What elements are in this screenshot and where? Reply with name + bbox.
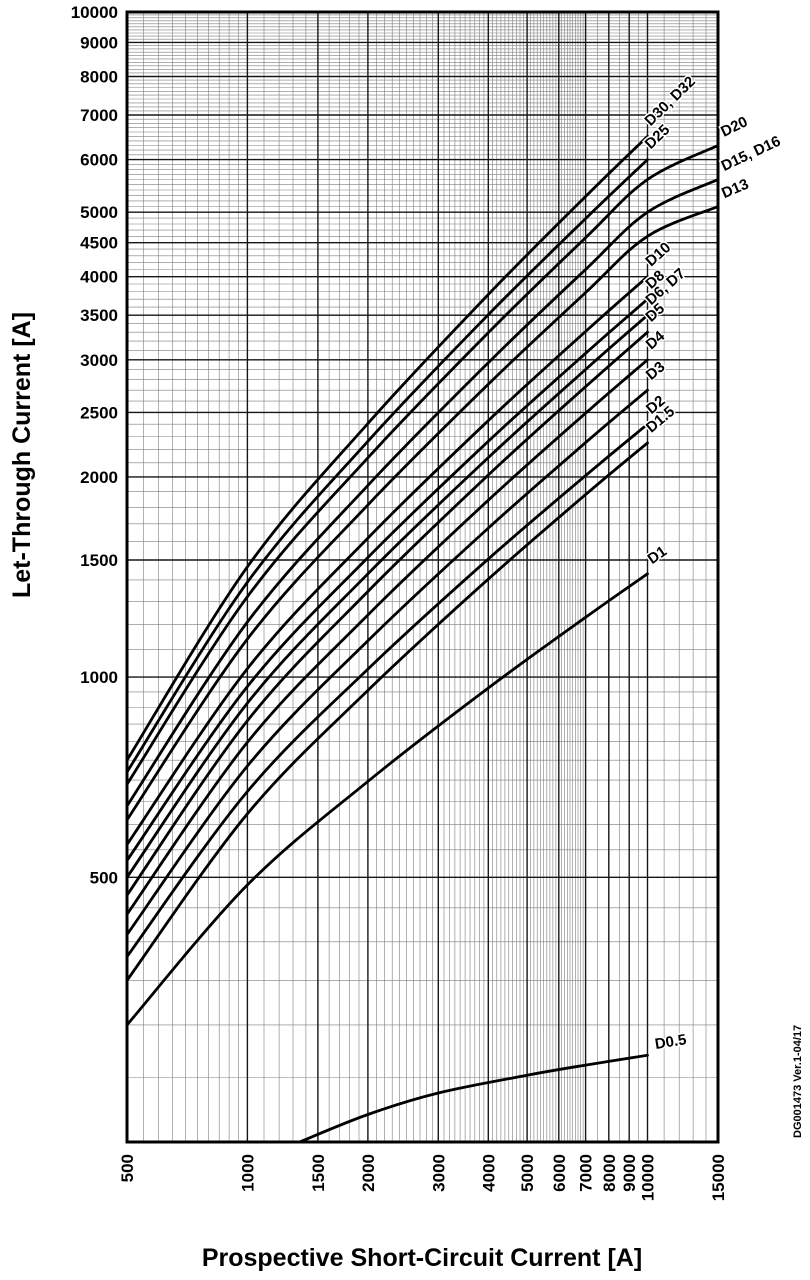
- curve-d4: [125, 358, 649, 916]
- curve-d13: [125, 205, 720, 822]
- y-tick-label: 5000: [80, 203, 118, 222]
- y-tick-label: 7000: [80, 106, 118, 125]
- curve-d1.5: [125, 441, 649, 982]
- x-tick-label: 3000: [429, 1154, 448, 1192]
- plot-frame: [125, 10, 720, 1144]
- x-tick-label: 1000: [238, 1154, 257, 1192]
- y-tick-label: 1000: [80, 668, 118, 687]
- curve-d8: [125, 297, 649, 862]
- curve-d20: [125, 144, 720, 786]
- curve-label: D4: [643, 327, 669, 353]
- x-tick-label: 15000: [709, 1154, 728, 1201]
- x-tick-label: 8000: [600, 1154, 619, 1192]
- y-tick-label: 6000: [80, 151, 118, 170]
- x-tick-label: 6000: [550, 1154, 569, 1192]
- curve-d30-d32: [125, 135, 649, 762]
- x-tick-label: 2000: [359, 1154, 378, 1192]
- y-tick-label: 8000: [80, 68, 118, 87]
- y-tick-label: 3500: [80, 306, 118, 325]
- curve-d25: [125, 158, 649, 774]
- curve-label: D25: [642, 121, 674, 152]
- curve-d2: [125, 422, 649, 958]
- curve-d10: [125, 275, 649, 846]
- x-tick-label: 5000: [518, 1154, 537, 1192]
- y-tick-label: 4000: [80, 268, 118, 287]
- curve-d5: [125, 330, 649, 897]
- curve-d15-d16: [125, 178, 720, 808]
- x-tick-labels: 500 1000 1500 2000 3000 4000 5000 6000 7000 8000 9…: [118, 1154, 728, 1201]
- y-axis-title: Let-Through Current [A]: [8, 312, 36, 598]
- curve-label: D13: [719, 176, 751, 202]
- x-tick-label: 1500: [309, 1154, 328, 1192]
- curve-d3: [125, 388, 649, 936]
- x-tick-label: 500: [118, 1154, 137, 1182]
- y-tick-label: 2500: [80, 403, 118, 422]
- y-tick-label: 500: [90, 868, 118, 887]
- x-axis-title: Prospective Short-Circuit Current [A]: [202, 1244, 642, 1272]
- curve-label: D20: [718, 113, 750, 140]
- y-tick-label: 9000: [80, 33, 118, 52]
- y-tick-label: 10000: [71, 3, 118, 22]
- curve-label: D1: [645, 543, 670, 568]
- curve-d0.5: [298, 1053, 649, 1144]
- curve-d1: [125, 572, 649, 1027]
- major-gridlines: [126, 11, 719, 1142]
- document-reference: DG001473 Ver.1-04/17: [792, 1025, 804, 1138]
- y-tick-labels: 500 1000 1500 2000 2500 3000 3500 4000 4500 5000 6…: [71, 3, 118, 887]
- major-grid-path: [126, 11, 719, 1142]
- x-tick-label: 7000: [577, 1154, 596, 1192]
- y-tick-label: 3000: [80, 351, 118, 370]
- x-tick-label: 10000: [639, 1154, 658, 1201]
- x-tick-label: 9000: [620, 1154, 639, 1192]
- y-tick-label: 4500: [80, 234, 118, 253]
- x-tick-label: 4000: [479, 1154, 498, 1192]
- y-tick-label: 2000: [80, 468, 118, 487]
- curves: [125, 135, 720, 1144]
- curve-d6-d7: [125, 313, 649, 879]
- y-tick-label: 1500: [80, 551, 118, 570]
- curve-label: D0.5: [654, 1031, 688, 1053]
- curve-label: D30, D32: [641, 73, 698, 129]
